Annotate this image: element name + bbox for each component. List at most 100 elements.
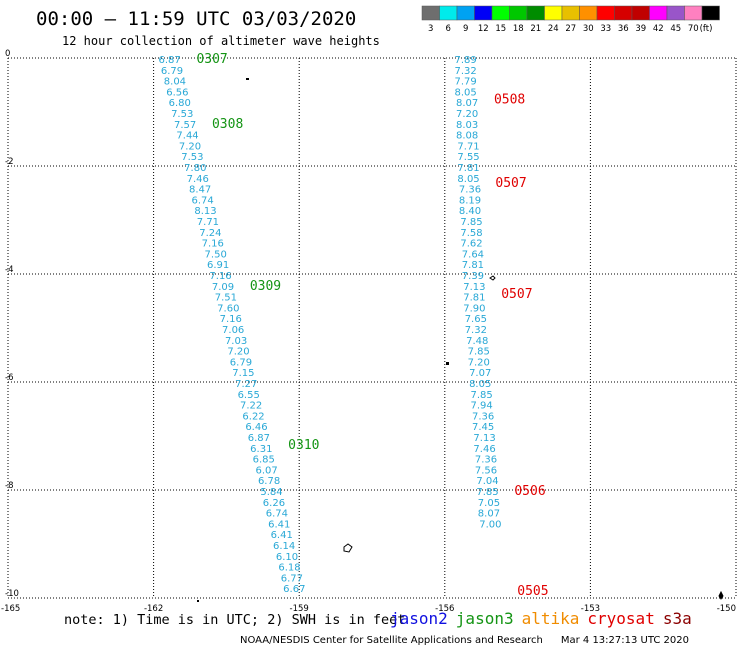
swh-value: 7.24 (199, 228, 221, 239)
swh-value: 8.40 (459, 206, 481, 217)
swh-value: 7.85 (471, 390, 493, 401)
satellite-key: jason2 jason3 altika cryosat s3a (390, 609, 700, 628)
swh-value: 7.60 (217, 303, 239, 314)
legend-swatch (666, 5, 685, 21)
swh-value: 6.31 (250, 444, 272, 455)
pass-time-label: 0508 (494, 93, 525, 108)
swh-value: 6.18 (278, 563, 300, 574)
swh-value: 6.74 (191, 195, 213, 206)
y-tick-label: -6 (5, 373, 13, 383)
legend-level-label: 36 (618, 24, 629, 34)
swh-value: 7.50 (205, 249, 227, 260)
legend-level-label: 30 (583, 24, 594, 34)
swh-value: 7.20 (179, 141, 201, 152)
swh-value: 6.87 (158, 55, 180, 66)
swh-value: 6.79 (161, 66, 183, 77)
pass-time-label: 0506 (514, 484, 545, 499)
swh-value: 6.80 (169, 98, 191, 109)
swh-value: 8.05 (457, 174, 479, 185)
legend-swatch (491, 5, 510, 21)
swh-value: 6.14 (273, 541, 295, 552)
pass-time-label: 0308 (212, 117, 243, 132)
credits-text: NOAA/NESDIS Center for Satellite Applica… (240, 635, 543, 646)
island-outline (718, 590, 724, 600)
legend-swatch (509, 5, 528, 21)
swh-value: 7.85 (460, 217, 482, 228)
swh-value: 6.22 (242, 411, 264, 422)
legend-level-label: 12 (478, 24, 489, 34)
swh-value: 6.77 (281, 573, 303, 584)
track-jason3: 6.876.798.046.566.807.537.577.447.207.53… (158, 52, 319, 595)
swh-value: 8.08 (456, 131, 478, 142)
x-tick-label: -150 (717, 604, 736, 614)
swh-value: 8.07 (456, 98, 478, 109)
swh-value: 7.81 (462, 260, 484, 271)
legend-level-label: 18 (513, 24, 524, 34)
swh-value: 8.13 (194, 206, 216, 217)
swh-value: 7.56 (475, 465, 497, 476)
swh-value: 6.41 (271, 530, 293, 541)
swh-value: 5.84 (260, 487, 282, 498)
satellite-label-s3a: s3a (662, 609, 692, 628)
swh-value: 7.85 (476, 487, 498, 498)
legend-level-label: 15 (495, 24, 506, 34)
swh-value: 6.74 (266, 509, 288, 520)
swh-value: 7.03 (225, 336, 247, 347)
pass-time-label: 0505 (517, 584, 548, 599)
swh-value: 7.09 (212, 282, 234, 293)
swh-value: 7.36 (472, 411, 494, 422)
coastline-marks (197, 78, 724, 602)
swh-value: 7.65 (465, 314, 487, 325)
swh-value: 7.71 (457, 141, 479, 152)
generated-timestamp: Mar 4 13:27:13 UTC 2020 (560, 635, 689, 646)
satellite-label-altika: altika (521, 609, 580, 628)
swh-value: 7.58 (460, 228, 482, 239)
y-tick-label: -2 (5, 157, 13, 167)
swh-value: 7.62 (460, 239, 482, 250)
pass-time-label: 0309 (250, 279, 281, 294)
altimeter-tracks: 6.876.798.046.566.807.537.577.447.207.53… (158, 52, 548, 599)
legend-level-label: 21 (530, 24, 541, 34)
axis-ticks: 0 -2 -4 -6 -8 -10 -165 -162 -159 -156 -153 -150 (1, 49, 736, 614)
legend-swatch (421, 5, 440, 21)
swh-value: 6.26 (263, 498, 285, 509)
swh-value: 7.81 (463, 293, 485, 304)
legend-unit-label: (ft) (700, 24, 713, 34)
swh-value: 8.03 (456, 120, 478, 131)
island-outline (489, 275, 496, 281)
legend-swatch (649, 5, 668, 21)
satellite-label-jason3: jason3 (455, 609, 514, 628)
swh-value: 7.53 (171, 109, 193, 120)
satellite-label-jason2: jason2 (390, 609, 448, 628)
x-tick-label: -159 (290, 604, 309, 614)
credits-line: NOAA/NESDIS Center for Satellite Applica… (240, 635, 689, 646)
legend-level-label: 33 (600, 24, 611, 34)
swh-value: 7.07 (469, 368, 491, 379)
swh-value: 6.56 (166, 87, 188, 98)
y-tick-label: -8 (5, 481, 13, 491)
swh-value: 7.39 (462, 271, 484, 282)
swh-value: 6.10 (276, 552, 298, 563)
swh-value: 7.85 (468, 347, 490, 358)
units-note: note: 1) Time is in UTC; 2) SWH is in fe… (64, 612, 406, 628)
swh-value: 6.91 (207, 260, 229, 271)
swh-value: 7.36 (459, 185, 481, 196)
swh-value: 7.16 (220, 314, 242, 325)
legend-level-label: 70 (688, 24, 699, 34)
swh-value: 7.22 (240, 401, 262, 412)
swh-value: 8.47 (189, 185, 211, 196)
swh-value: 7.81 (457, 163, 479, 174)
legend-level-label: 45 (670, 24, 681, 34)
swh-value: 8.07 (478, 509, 500, 520)
swh-value: 7.79 (455, 77, 477, 88)
swh-value: 7.06 (222, 325, 244, 336)
legend-swatch (631, 5, 650, 21)
x-tick-label: -162 (144, 604, 163, 614)
legend-level-label: 27 (565, 24, 576, 34)
legend-swatch (474, 5, 493, 21)
land-speck (246, 78, 249, 80)
legend-level-label: 42 (653, 24, 664, 34)
swh-value: 6.85 (253, 455, 275, 466)
legend-level-label: 24 (548, 24, 559, 34)
